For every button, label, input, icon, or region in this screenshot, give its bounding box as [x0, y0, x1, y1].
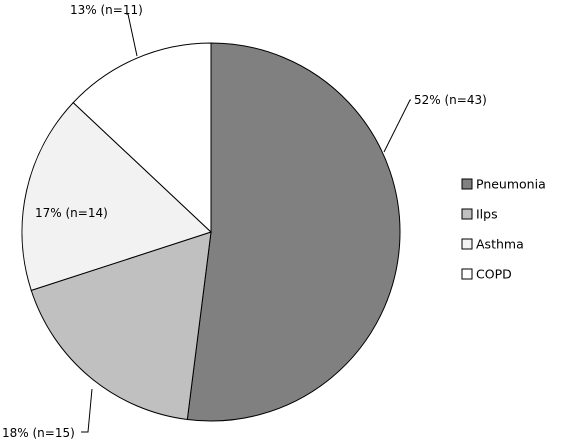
- pie-slice-asthma: [21, 101, 212, 292]
- leader-line-ilps: [81, 388, 93, 433]
- data-label-asthma: 17% (n=14): [35, 206, 108, 220]
- leader-line-pneumonia: [383, 99, 411, 153]
- data-label-pneumonia: 52% (n=43): [414, 93, 487, 107]
- legend-item-asthma: Asthma: [461, 237, 524, 252]
- data-labels: 52% (n=43) 18% (n=15) 17% (n=14) 13% (n=11): [2, 3, 487, 440]
- data-label-ilps: 18% (n=15): [2, 426, 75, 440]
- legend-label-copd: COPD: [476, 267, 512, 282]
- leader-lines: [81, 13, 411, 433]
- legend-item-copd: COPD: [461, 267, 512, 282]
- legend-swatch-asthma: [461, 238, 473, 250]
- legend-item-pneumonia: Pneumonia: [461, 177, 546, 192]
- pie-slice-ilps: [30, 231, 212, 421]
- leader-line-copd: [126, 13, 138, 57]
- pie-slice-copd: [72, 42, 212, 234]
- legend-swatch-pneumonia: [461, 178, 473, 190]
- legend-label-pneumonia: Pneumonia: [476, 177, 546, 192]
- legend-label-asthma: Asthma: [476, 237, 524, 252]
- data-label-copd: 13% (n=11): [70, 3, 143, 17]
- pie-slice-pneumonia: [186, 42, 401, 422]
- legend: Pneumonia Ilps Asthma COPD: [461, 177, 546, 282]
- legend-item-ilps: Ilps: [461, 207, 498, 222]
- legend-swatch-ilps: [461, 208, 473, 220]
- legend-label-ilps: Ilps: [476, 207, 498, 222]
- legend-swatch-copd: [461, 268, 473, 280]
- pie-slices: [21, 42, 401, 422]
